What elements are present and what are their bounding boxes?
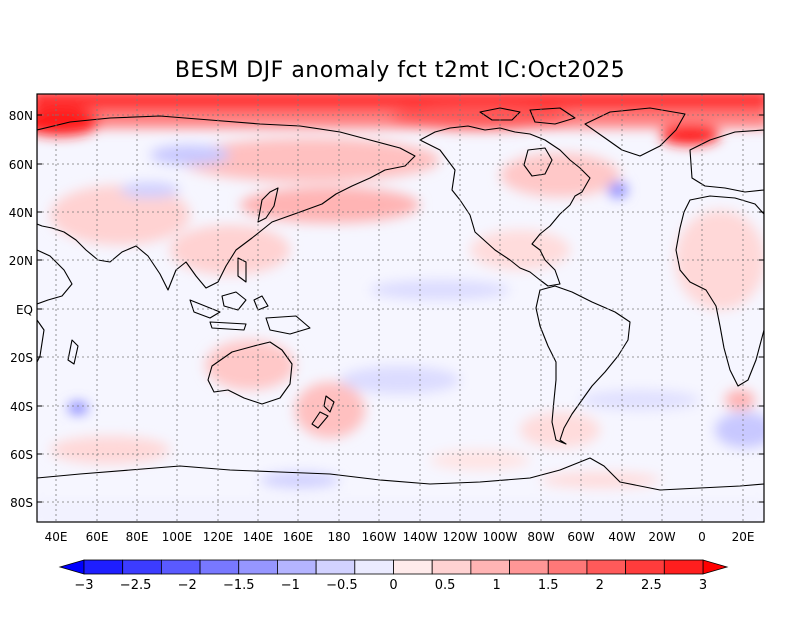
colorbar-swatch [509, 559, 549, 575]
lon-label: 0 [698, 530, 706, 544]
lon-label: 180 [328, 530, 351, 544]
colorbar-label: −2 [178, 578, 197, 593]
lat-label: 40S [10, 400, 33, 414]
colorbar-label: −1.5 [223, 578, 255, 593]
lon-label: 100E [162, 530, 193, 544]
colorbar-swatch [277, 559, 317, 575]
lon-label: 120E [203, 530, 234, 544]
colorbar-under-arrow [58, 559, 85, 575]
lon-label: 160W [362, 530, 397, 544]
colorbar-label: 0 [389, 578, 397, 593]
lon-label: 40E [45, 530, 68, 544]
colorbar-swatch [431, 559, 472, 575]
map-frame [36, 93, 765, 523]
graticule [37, 94, 764, 522]
colorbar-label: 1 [493, 578, 501, 593]
map-title: BESM DJF anomaly fct t2mt IC:Oct2025 [174, 58, 626, 83]
lon-label: 40W [608, 530, 635, 544]
colorbar-label: 3 [699, 578, 707, 593]
colorbar-label: 2.5 [641, 578, 662, 593]
colorbar-label: 0.5 [435, 578, 456, 593]
anomaly-field [37, 94, 764, 522]
lon-label: 60E [86, 530, 109, 544]
lat-label: EQ [16, 303, 33, 317]
latitude-labels: 80N 60N 40N 20N EQ 20S 40S 60S 80S [9, 109, 33, 510]
longitude-labels: 40E 60E 80E 100E 120E 140E 160E 180 160W… [45, 530, 755, 544]
lat-label: 80S [10, 496, 33, 510]
lon-label: 20E [732, 530, 755, 544]
colorbar-label: −1 [281, 578, 300, 593]
colorbar-label: 1.5 [538, 578, 559, 593]
lon-label: 160E [283, 530, 314, 544]
colorbar-swatch [393, 559, 433, 575]
colorbar-swatch [199, 559, 240, 575]
lon-label: 80W [527, 530, 554, 544]
lon-label: 20W [648, 530, 675, 544]
plot-area [37, 94, 764, 522]
colorbar-swatch [663, 559, 704, 575]
lon-label: 60W [567, 530, 594, 544]
colorbar-label: −3 [74, 578, 93, 593]
colorbar-swatch [238, 559, 278, 575]
lat-label: 20N [9, 254, 33, 268]
colorbar: −3 −2.5 −2 −1.5 −1 −0.5 0 0.5 1 1.5 2 2.… [58, 559, 729, 593]
tick-marks [37, 114, 764, 503]
coastlines [37, 107, 764, 491]
colorbar-swatch [547, 559, 588, 575]
lon-label: 100W [483, 530, 518, 544]
colorbar-swatch [160, 559, 201, 575]
colorbar-swatch [122, 559, 162, 575]
colorbar-label: 2 [596, 578, 604, 593]
lon-label: 80E [126, 530, 149, 544]
colorbar-swatch [625, 559, 665, 575]
lat-label: 40N [9, 206, 33, 220]
colorbar-swatch [354, 559, 394, 575]
lat-label: 60N [9, 158, 33, 172]
lon-label: 140E [243, 530, 274, 544]
colorbar-swatch [83, 559, 124, 575]
lat-label: 20S [10, 351, 33, 365]
lon-label: 120W [443, 530, 478, 544]
colorbar-swatch [586, 559, 627, 575]
colorbar-label: −0.5 [326, 578, 358, 593]
lon-label: 140W [403, 530, 438, 544]
colorbar-over-arrow [702, 559, 729, 575]
colorbar-label: −2.5 [120, 578, 152, 593]
lat-label: 80N [9, 109, 33, 123]
lat-label: 60S [10, 448, 33, 462]
colorbar-swatch [315, 559, 356, 575]
colorbar-swatch [470, 559, 510, 575]
